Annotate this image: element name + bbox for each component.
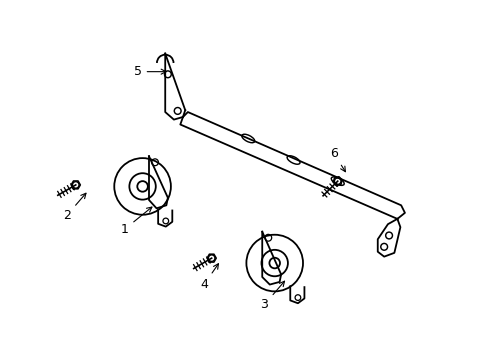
Text: 5: 5 (133, 65, 166, 78)
Text: 1: 1 (121, 207, 152, 235)
Text: 3: 3 (260, 281, 284, 311)
Text: 4: 4 (200, 264, 218, 291)
Text: 6: 6 (329, 147, 345, 172)
Polygon shape (180, 112, 404, 219)
Polygon shape (377, 219, 400, 257)
Text: 2: 2 (63, 193, 86, 222)
